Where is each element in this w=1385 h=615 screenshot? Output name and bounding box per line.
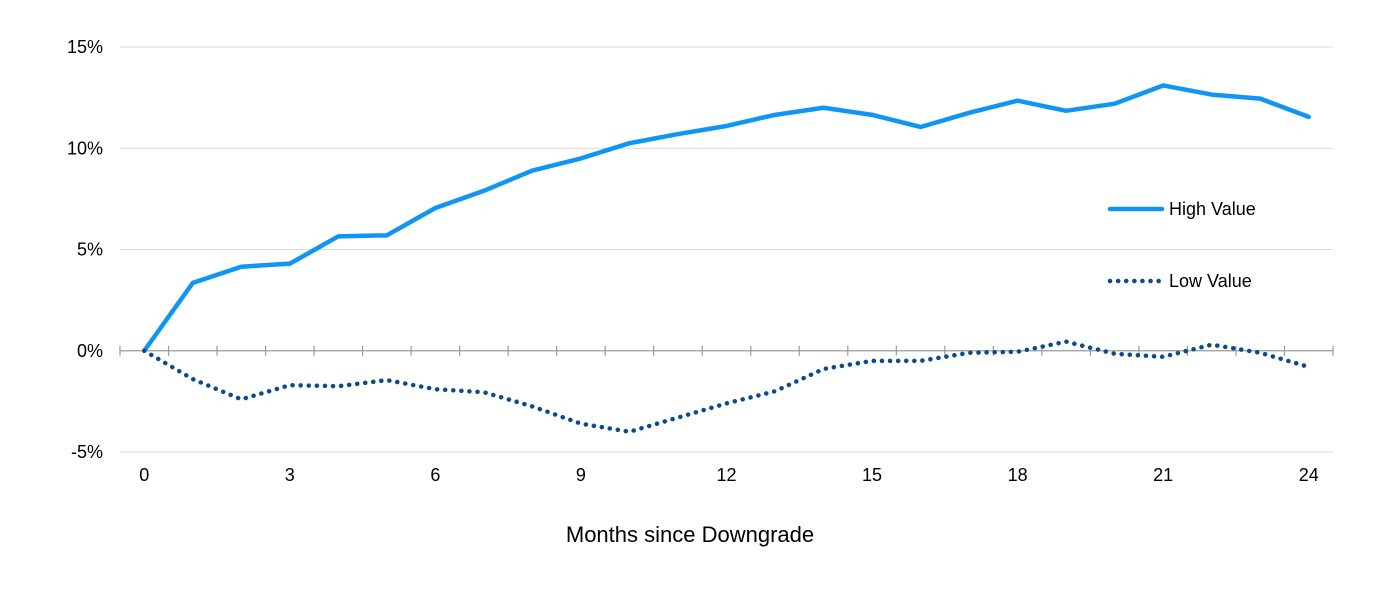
x-tick-label: 15: [862, 465, 882, 485]
x-tick-label: 24: [1299, 465, 1319, 485]
grid-lines: [120, 46, 1333, 453]
x-axis-label: Months since Downgrade: [566, 522, 814, 547]
y-tick-label: -5%: [71, 442, 103, 462]
legend-label-2: Low Value: [1169, 271, 1252, 291]
x-tick-label: 3: [285, 465, 295, 485]
y-tick-label: 5%: [77, 240, 103, 260]
x-tick-label: 0: [139, 465, 149, 485]
x-axis-tick-labels: 0 3 6 9 12 15 18 21 24: [139, 465, 1319, 485]
x-tick-label: 9: [576, 465, 586, 485]
legend-label-1: High Value: [1169, 199, 1256, 219]
series-line-1: [142, 83, 1311, 353]
y-tick-label: 15%: [67, 37, 103, 57]
x-tick-label: 12: [716, 465, 736, 485]
x-tick-label: 18: [1008, 465, 1028, 485]
x-axis: [119, 345, 1334, 356]
y-axis-tick-labels: -5% 0% 5% 10% 15%: [67, 37, 103, 462]
y-tick-label: 0%: [77, 341, 103, 361]
x-tick-label: 21: [1153, 465, 1173, 485]
series-lines: [142, 83, 1311, 434]
y-tick-label: 10%: [67, 138, 103, 158]
x-tick-label: 6: [430, 465, 440, 485]
series-line-2: [142, 339, 1311, 434]
legend: High Value Low Value: [1107, 199, 1256, 291]
